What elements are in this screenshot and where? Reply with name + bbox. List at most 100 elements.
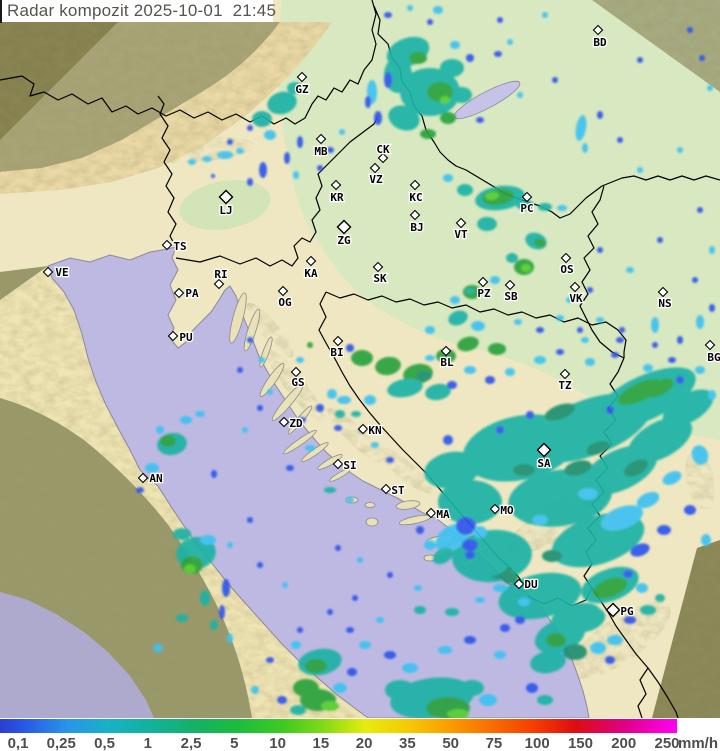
radar-cell [284, 152, 290, 164]
city-marker-RI: RI [213, 267, 229, 290]
city-label: SA [537, 457, 551, 470]
city-marker-KN: KN [357, 423, 383, 438]
city-label: CK [376, 143, 390, 156]
radar-cell [440, 96, 450, 104]
radar-cell [414, 585, 422, 591]
legend-label: 1 [143, 735, 152, 751]
city-label: BJ [410, 221, 423, 234]
radar-cell [691, 445, 709, 465]
city-marker-MA: MA [425, 507, 451, 522]
radar-cell [316, 404, 324, 412]
radar-cell [575, 115, 587, 141]
radar-cell [687, 27, 693, 33]
radar-cell [464, 636, 476, 644]
radar-cell [542, 12, 548, 18]
city-label: RI [214, 268, 227, 281]
radar-cell [365, 96, 371, 108]
radar-cell [176, 614, 188, 622]
radar-cell [136, 487, 144, 493]
legend-label: 0,5 [94, 735, 115, 751]
city-diamond-icon [377, 152, 389, 164]
terrain-texture [0, 0, 720, 718]
radar-cell [425, 326, 435, 334]
radar-cell [538, 203, 552, 211]
city-marker-BG: BG [704, 339, 720, 365]
tyrrhenian-sea [0, 592, 154, 718]
radar-cell [424, 540, 436, 550]
city-label: SI [343, 459, 356, 472]
radar-cell [445, 608, 459, 616]
radar-cell [624, 616, 636, 624]
legend-label: 0,1 [7, 735, 29, 751]
radar-cell [701, 534, 711, 546]
city-label: BI [330, 346, 343, 359]
radar-cell [359, 641, 371, 649]
radar-cell [566, 297, 574, 303]
radar-cell [347, 668, 357, 676]
city-marker-KR: KR [329, 179, 345, 205]
radar-cell [297, 136, 303, 148]
radar-cell [420, 129, 436, 139]
radar-cell [351, 411, 361, 417]
radar-cell [357, 557, 363, 563]
radar-cell [324, 487, 336, 493]
radar-cell [387, 572, 393, 578]
radar-cell [337, 396, 351, 404]
city-diamond-icon [409, 209, 421, 221]
radar-cell [619, 327, 625, 333]
radar-cell [384, 12, 392, 18]
city-label: VK [569, 292, 583, 305]
city-diamond-icon [332, 335, 344, 347]
city-marker-TS: TS [161, 239, 188, 254]
radar-cell [507, 39, 513, 45]
radar-cell [617, 378, 663, 406]
city-marker-BI: BI [329, 335, 345, 360]
radar-cell [684, 505, 696, 515]
city-label: VT [454, 228, 468, 241]
precipitation-layer [136, 5, 716, 718]
city-marker-SA: SA [536, 442, 552, 471]
radar-cell [557, 205, 567, 211]
city-label: SK [373, 272, 387, 285]
radar-cell [518, 598, 530, 606]
radar-cell [526, 683, 538, 693]
radar-cell [438, 646, 452, 654]
radar-cell [384, 72, 392, 88]
radar-cell [407, 5, 413, 11]
radar-cell [497, 17, 503, 23]
radar-cell [375, 356, 401, 376]
radar-cell [334, 425, 342, 431]
radar-cell [697, 207, 703, 213]
radar-cell [188, 159, 196, 165]
radar-cell [247, 337, 253, 343]
city-diamond-icon [369, 162, 381, 174]
radar-cell [606, 406, 614, 414]
city-marker-KC: KC [408, 179, 424, 205]
city-marker-PC: PC [519, 191, 535, 216]
city-diamond-icon [425, 507, 437, 519]
radar-cell [590, 642, 606, 654]
city-diamond-icon [296, 71, 308, 83]
radar-cell [485, 376, 495, 384]
radar-cell [448, 310, 468, 326]
radar-cell [636, 491, 660, 509]
radar-cell [200, 590, 210, 606]
radar-cell [217, 151, 233, 159]
city-label: BG [707, 351, 720, 364]
radar-cell [307, 342, 313, 348]
radar-cell [219, 605, 225, 619]
radar-cell [564, 460, 592, 476]
radar-cell [202, 156, 212, 162]
radar-cell [327, 609, 333, 615]
radar-cell [287, 82, 303, 94]
radar-cell [471, 321, 485, 331]
city-marker-OG: OG [277, 285, 293, 310]
city-label: PG [620, 605, 634, 618]
radar-cell [173, 528, 191, 540]
radar-cell [514, 319, 522, 325]
radar-cell [630, 543, 650, 557]
radar-cell [447, 709, 469, 718]
radar-cell [266, 657, 274, 663]
city-diamond-icon [504, 279, 516, 291]
city-label: TS [173, 240, 186, 253]
